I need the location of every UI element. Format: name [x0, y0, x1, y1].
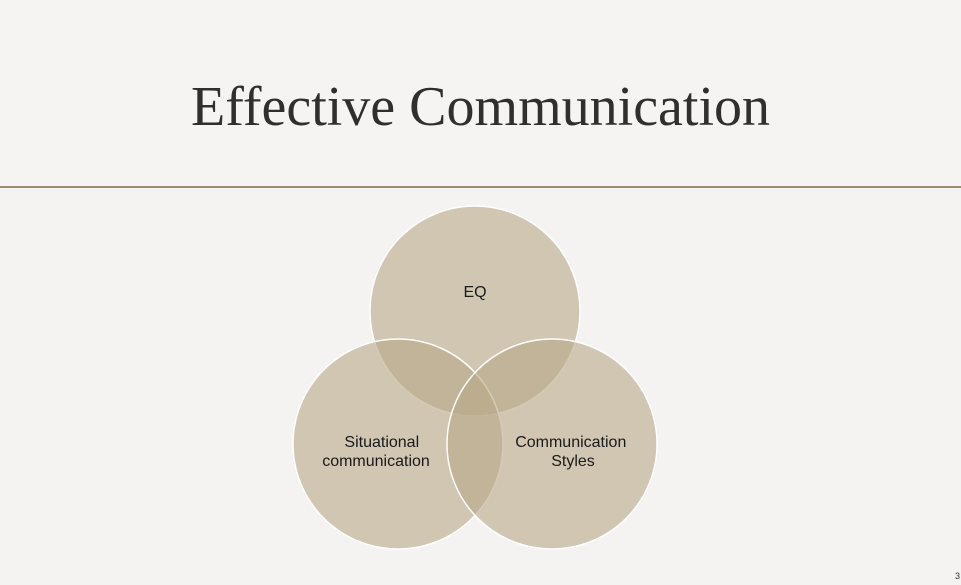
venn-label-styles: Communication Styles	[515, 434, 631, 470]
title-band	[0, 0, 961, 186]
venn-label-eq-line: EQ	[463, 284, 486, 301]
slide-title: Effective Communication	[190, 76, 771, 138]
venn-label-situational-line2: communication	[322, 453, 430, 470]
venn-circles	[292, 205, 658, 550]
venn-label-situational: Situational communication	[322, 434, 430, 470]
page-number: 3	[954, 571, 960, 581]
venn-label-styles-line2: Styles	[551, 453, 595, 470]
venn-label-styles-line1: Communication	[515, 434, 626, 451]
venn-labels: EQ Situational communication Communicati…	[322, 284, 631, 470]
venn-circle-styles	[446, 338, 658, 550]
title-divider	[0, 186, 961, 188]
venn-label-situational-line1: Situational	[344, 434, 419, 451]
venn-label-eq: EQ	[463, 284, 486, 301]
